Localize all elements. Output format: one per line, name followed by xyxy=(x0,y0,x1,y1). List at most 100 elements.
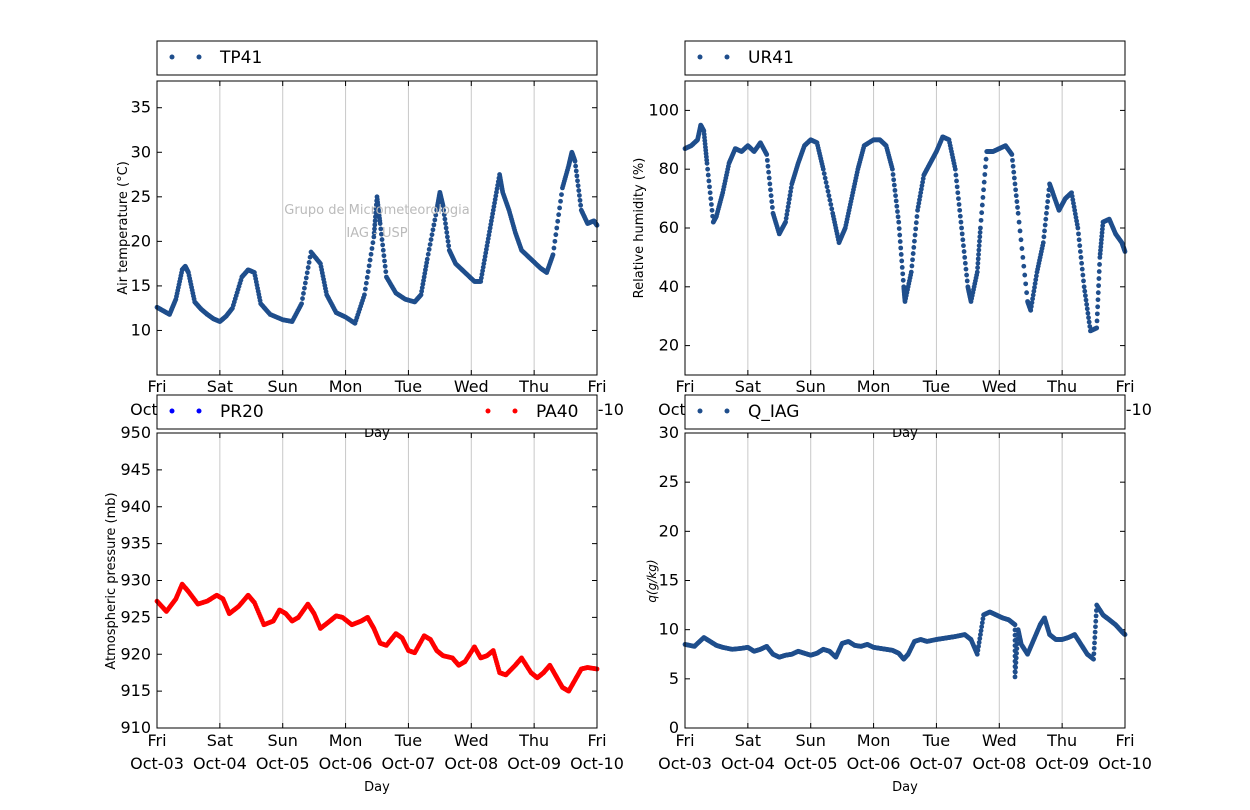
pressure-x-tick-day: Fri xyxy=(587,731,606,750)
rh-data-point xyxy=(979,210,985,216)
panel-rh-legend-box xyxy=(684,40,1126,76)
temp-data-point xyxy=(419,285,425,291)
rh-data-point xyxy=(976,243,982,249)
rh-data-point xyxy=(826,193,832,199)
q-data-point xyxy=(1013,660,1019,666)
temp-data-point xyxy=(302,280,308,286)
rh-data-point xyxy=(1022,272,1028,278)
rh-data-point xyxy=(895,209,900,214)
rh-data-point xyxy=(891,177,897,183)
temp-data-point xyxy=(379,237,385,242)
temp-data-point xyxy=(483,250,489,256)
temp-data-point xyxy=(489,218,494,224)
temp-data-point xyxy=(556,212,562,218)
rh-data-point xyxy=(783,219,788,225)
rh-data-point xyxy=(1084,306,1090,312)
rh-data-point xyxy=(896,226,902,231)
rh-data-point xyxy=(962,255,968,260)
rh-data-point xyxy=(707,184,712,190)
rh-data-point xyxy=(1019,246,1025,251)
temp-data-point xyxy=(487,229,492,234)
temp-data-point xyxy=(371,234,377,240)
rh-data-point xyxy=(957,207,963,213)
temp-data-point xyxy=(428,237,434,242)
pressure-y-tick-label: 925 xyxy=(120,607,151,626)
rh-data-point xyxy=(786,196,792,202)
rh-data-point xyxy=(820,166,826,172)
q-y-tick-label: 25 xyxy=(659,472,679,491)
panel-pressure-legend-marker xyxy=(196,408,202,414)
rh-data-point xyxy=(893,198,899,204)
rh-data-point xyxy=(784,212,790,217)
rh-data-point xyxy=(786,200,792,206)
pressure-y-tick-label: 940 xyxy=(120,497,151,516)
temp-data-point xyxy=(489,214,495,220)
rh-data-point xyxy=(1094,318,1100,324)
rh-data-point xyxy=(953,172,959,178)
rh-data-point xyxy=(785,204,791,210)
rh-data-point xyxy=(1098,240,1104,246)
pressure-x-tick-day: Tue xyxy=(394,731,422,750)
panel-temp-frame xyxy=(156,80,598,376)
rh-data-point xyxy=(1028,304,1034,309)
rh-x-tick-day: Fri xyxy=(1115,377,1134,396)
pressure-y-tick-label: 935 xyxy=(120,534,151,553)
rh-data-point xyxy=(1097,262,1102,267)
temp-x-tick-day: Fri xyxy=(587,377,606,396)
temp-data-point xyxy=(445,238,451,244)
pressure-x-tick-date: Oct-06 xyxy=(319,754,373,773)
panel-temp-legend-marker xyxy=(196,54,202,60)
q-data-point xyxy=(1092,629,1098,635)
rh-data-point xyxy=(958,219,964,225)
rh-data-point xyxy=(961,249,967,254)
temp-x-tick-day: Fri xyxy=(147,377,166,396)
temp-data-point xyxy=(442,216,448,222)
rh-data-point xyxy=(912,232,918,238)
rh-data-point xyxy=(1096,276,1102,281)
temp-x-tick-day: Thu xyxy=(518,377,549,396)
rh-data-point xyxy=(1094,325,1100,331)
q-data-point xyxy=(976,640,982,645)
pressure-y-tick-label: 930 xyxy=(120,571,151,590)
q-data-point xyxy=(979,620,985,626)
temp-data-point xyxy=(551,245,557,251)
rh-data-point xyxy=(1017,228,1023,234)
rh-data-point xyxy=(910,251,916,256)
temp-data-point xyxy=(445,234,450,240)
temp-x-tick-day: Tue xyxy=(394,377,422,396)
temp-data-point xyxy=(480,268,485,274)
temp-data-point xyxy=(433,212,439,218)
temp-data-point xyxy=(424,260,430,266)
temp-data-point xyxy=(575,183,581,189)
rh-data-point xyxy=(1098,244,1104,250)
temp-data-point xyxy=(305,265,311,270)
panel-rh: UR41 FriOct-03SatOct-04SunOct-05MonOct-0… xyxy=(632,40,1152,441)
temp-data-point xyxy=(492,197,498,202)
rh-data-point xyxy=(910,257,915,263)
temp-data-point xyxy=(573,168,579,174)
panel-pressure-legend-marker xyxy=(512,408,518,414)
rh-data-point xyxy=(1076,237,1082,243)
temp-data-point xyxy=(373,214,378,220)
rh-data-point xyxy=(977,234,983,240)
rh-data-point xyxy=(962,260,968,266)
rh-data-point xyxy=(1021,263,1027,269)
temp-data-point xyxy=(303,275,309,281)
rh-data-point xyxy=(1045,199,1051,204)
q-x-tick-date: Oct-06 xyxy=(847,754,901,773)
rh-data-point xyxy=(1040,240,1046,246)
rh-data-point xyxy=(1099,226,1105,232)
q-data-point xyxy=(974,651,980,657)
pressure-y-tick-label: 910 xyxy=(120,718,151,737)
temp-data-point xyxy=(441,207,447,213)
rh-data-point xyxy=(983,164,988,170)
panel-q-legend-label: Q_IAG xyxy=(748,402,799,422)
pressure-y-tick-label: 915 xyxy=(120,681,151,700)
rh-data-point xyxy=(911,245,917,250)
pressure-y-tick-label: 945 xyxy=(120,460,151,479)
rh-x-tick-day: Sun xyxy=(795,377,825,396)
rh-data-point xyxy=(1096,283,1101,289)
rh-data-point xyxy=(825,188,831,194)
rh-data-point xyxy=(1033,273,1039,279)
temp-data-point xyxy=(485,236,491,242)
